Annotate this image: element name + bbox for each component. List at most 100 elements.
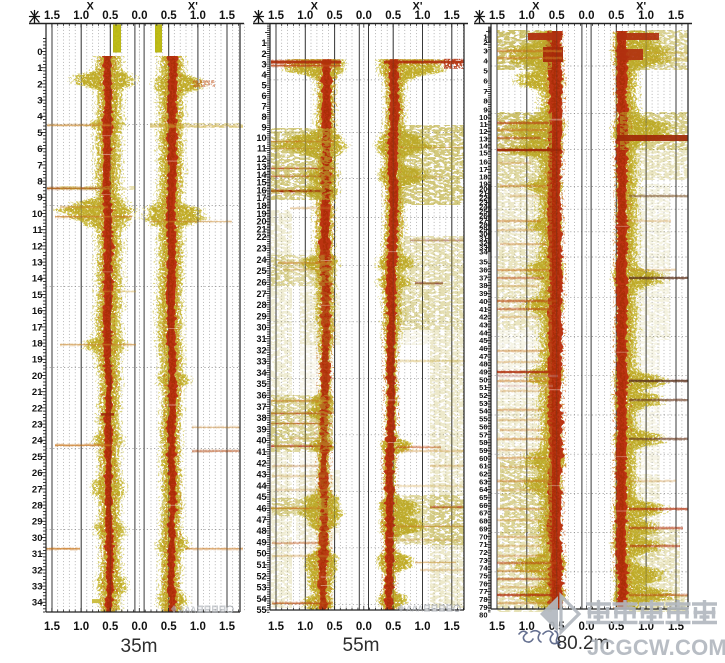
- svg-text:19: 19: [32, 355, 43, 366]
- svg-text:21: 21: [479, 189, 487, 198]
- svg-text:53: 53: [479, 399, 487, 408]
- svg-text:44: 44: [479, 328, 488, 337]
- svg-text:1.5: 1.5: [489, 621, 506, 633]
- svg-text:25: 25: [479, 207, 487, 216]
- svg-text:50: 50: [256, 549, 266, 559]
- svg-text:76: 76: [479, 579, 487, 588]
- svg-text:2: 2: [483, 38, 487, 47]
- svg-text:49: 49: [256, 537, 266, 547]
- svg-text:24: 24: [479, 203, 488, 212]
- svg-text:7: 7: [483, 87, 487, 96]
- svg-text:1.0: 1.0: [73, 621, 89, 633]
- svg-text:22: 22: [479, 194, 487, 203]
- svg-text:17: 17: [256, 193, 266, 203]
- svg-text:47: 47: [479, 352, 487, 361]
- svg-text:X': X': [188, 1, 198, 13]
- svg-text:10: 10: [256, 133, 266, 143]
- svg-text:20: 20: [256, 217, 266, 227]
- svg-text:0.5: 0.5: [385, 10, 402, 22]
- svg-text:29: 29: [479, 225, 487, 234]
- svg-text:X': X': [413, 1, 423, 13]
- svg-text:1.5: 1.5: [268, 621, 285, 633]
- svg-text:51: 51: [256, 560, 266, 570]
- svg-text:1.5: 1.5: [489, 10, 506, 22]
- svg-text:11: 11: [257, 144, 267, 154]
- svg-text:19: 19: [256, 209, 266, 219]
- svg-text:52: 52: [256, 571, 266, 581]
- svg-text:39: 39: [256, 424, 266, 434]
- svg-text:28: 28: [32, 501, 43, 512]
- svg-text:0.5: 0.5: [549, 10, 566, 22]
- svg-text:AAA: AAA: [406, 605, 424, 614]
- svg-text:8: 8: [483, 97, 487, 106]
- svg-text:1.0: 1.0: [190, 621, 206, 633]
- svg-text:5: 5: [261, 80, 266, 90]
- svg-text:54: 54: [479, 407, 488, 416]
- svg-text:40: 40: [256, 436, 266, 446]
- svg-text:7: 7: [37, 160, 42, 171]
- svg-text:JCGCW.COM: JCGCW.COM: [587, 635, 725, 660]
- svg-text:51: 51: [479, 383, 487, 392]
- svg-text:39: 39: [479, 289, 487, 298]
- svg-text:12: 12: [32, 241, 43, 252]
- svg-text:25: 25: [256, 266, 266, 276]
- svg-text:0.5: 0.5: [327, 621, 344, 633]
- svg-text:1.0: 1.0: [297, 621, 313, 633]
- svg-text:65: 65: [479, 493, 487, 502]
- svg-text:42: 42: [479, 313, 487, 322]
- svg-text:23: 23: [256, 244, 266, 254]
- svg-text:48: 48: [256, 526, 266, 536]
- svg-text:30: 30: [32, 533, 43, 544]
- svg-text:45: 45: [256, 492, 266, 502]
- svg-text:31: 31: [256, 334, 266, 344]
- svg-text:21: 21: [32, 387, 43, 398]
- svg-text:0: 0: [37, 47, 42, 58]
- svg-text:53: 53: [256, 583, 266, 593]
- svg-text:33: 33: [479, 243, 487, 252]
- svg-text:18: 18: [479, 173, 487, 182]
- svg-text:30: 30: [479, 230, 487, 239]
- svg-text:24: 24: [32, 436, 43, 447]
- svg-text:AAA: AAA: [179, 606, 197, 615]
- svg-text:11: 11: [480, 120, 488, 129]
- svg-text:12: 12: [479, 127, 487, 136]
- svg-text:47: 47: [256, 515, 266, 525]
- svg-text:1.0: 1.0: [415, 10, 431, 22]
- svg-text:73: 73: [479, 556, 487, 565]
- svg-text:14: 14: [479, 142, 488, 151]
- svg-text:37: 37: [256, 402, 266, 412]
- svg-text:20: 20: [32, 371, 43, 382]
- svg-text:79: 79: [479, 603, 487, 612]
- svg-text:X: X: [311, 1, 319, 13]
- svg-text:38: 38: [479, 281, 487, 290]
- svg-text:1.0: 1.0: [519, 621, 535, 633]
- svg-text:27: 27: [32, 484, 43, 495]
- svg-text:80: 80: [479, 611, 487, 620]
- svg-text:9: 9: [483, 106, 487, 115]
- svg-text:16: 16: [256, 185, 266, 195]
- svg-text:28: 28: [479, 221, 487, 230]
- svg-text:18: 18: [256, 201, 266, 211]
- svg-text:75: 75: [479, 572, 487, 581]
- svg-text:41: 41: [256, 447, 266, 457]
- svg-text:17: 17: [479, 165, 487, 174]
- svg-text:48: 48: [479, 360, 487, 369]
- svg-text:64: 64: [479, 485, 488, 494]
- svg-text:37: 37: [479, 273, 487, 282]
- svg-text:30: 30: [256, 323, 266, 333]
- svg-text:26: 26: [32, 468, 43, 479]
- svg-text:70: 70: [479, 532, 487, 541]
- svg-text:72: 72: [479, 548, 487, 557]
- svg-text:3: 3: [261, 59, 266, 69]
- svg-text:54: 54: [256, 594, 266, 604]
- svg-text:49: 49: [479, 368, 487, 377]
- svg-text:77: 77: [479, 587, 487, 596]
- svg-text:6: 6: [261, 91, 266, 101]
- svg-text:13: 13: [256, 162, 266, 172]
- svg-text:57: 57: [479, 430, 487, 439]
- svg-text:80.2m: 80.2m: [557, 633, 610, 654]
- svg-text:45: 45: [479, 336, 487, 345]
- svg-text:42: 42: [256, 458, 266, 468]
- svg-text:3: 3: [483, 47, 487, 56]
- svg-text:1.5: 1.5: [219, 10, 236, 22]
